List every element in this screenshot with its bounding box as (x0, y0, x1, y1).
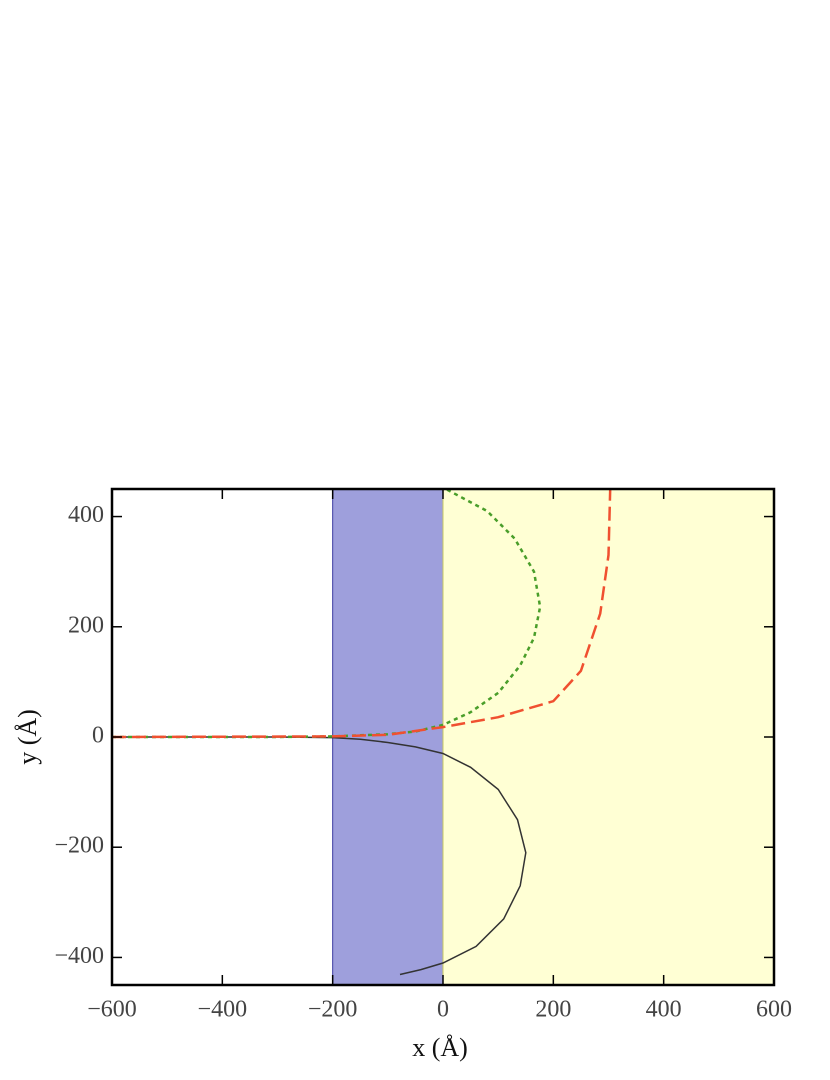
shaded-region (332, 488, 444, 986)
y-tick-label: 400 (68, 502, 104, 528)
shaded-region (442, 488, 775, 986)
x-tick-label: 600 (756, 997, 792, 1023)
x-tick-label: 0 (437, 997, 449, 1023)
y-tick-label: 0 (92, 723, 104, 749)
x-tick-label: −200 (308, 997, 358, 1023)
trajectory (112, 487, 542, 739)
trajectory (111, 488, 612, 739)
x-tick-label: −400 (198, 997, 248, 1023)
trajectory (112, 736, 527, 976)
y-tick-label: 200 (68, 612, 104, 638)
y-tick-label: −400 (54, 943, 104, 969)
x-axis-label: x (Å) (412, 1033, 468, 1062)
x-tick-label: −600 (87, 997, 137, 1023)
y-axis-label: y (Å) (13, 709, 42, 765)
x-tick-label: 400 (646, 997, 682, 1023)
x-tick-label: 200 (535, 997, 571, 1023)
y-tick-label: −200 (54, 833, 104, 859)
